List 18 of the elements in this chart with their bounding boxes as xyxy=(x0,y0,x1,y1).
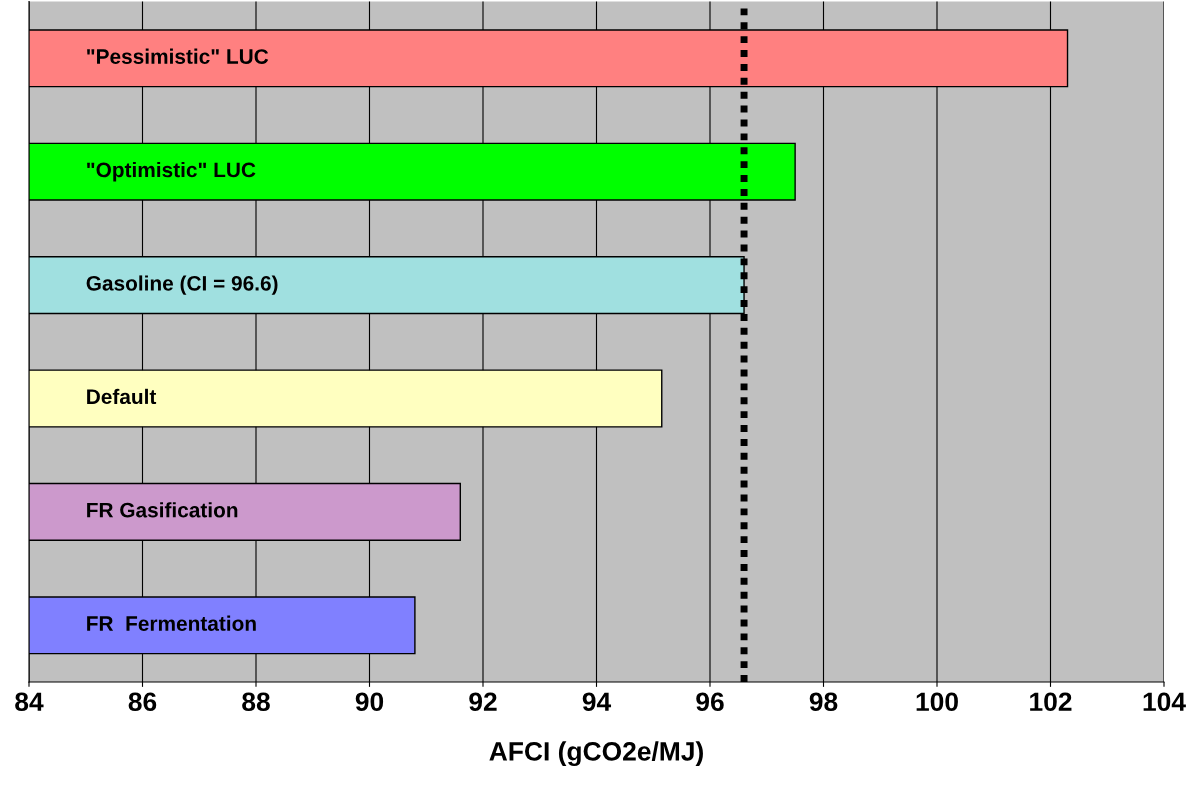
x-tick-label: 104 xyxy=(1143,692,1186,712)
y-tick-label: "Pessimistic" LUC xyxy=(87,48,269,64)
x-tick-label: 94 xyxy=(582,692,612,712)
x-tick-label: 90 xyxy=(355,692,384,712)
x-axis-title: AFCI (gCO2e/MJ) xyxy=(489,741,703,767)
x-tick-label: 84 xyxy=(15,692,44,712)
x-tick-label: 86 xyxy=(128,692,157,712)
x-tick-label: 96 xyxy=(696,692,724,712)
y-tick-label: Default xyxy=(87,388,157,405)
x-tick-label: 98 xyxy=(809,692,838,712)
x-tick-label: 88 xyxy=(242,692,270,712)
y-tick-label: "Optimistic" LUC xyxy=(87,161,256,182)
x-tick-label: 100 xyxy=(916,692,958,712)
y-tick-label: FR Fermentation xyxy=(87,615,256,631)
x-tick-label: 102 xyxy=(1030,692,1072,712)
y-tick-label: Gasoline (CI = 96.6) xyxy=(86,275,278,295)
x-tick-label: 92 xyxy=(469,692,497,712)
y-tick-label: FR Gasification xyxy=(87,502,238,518)
